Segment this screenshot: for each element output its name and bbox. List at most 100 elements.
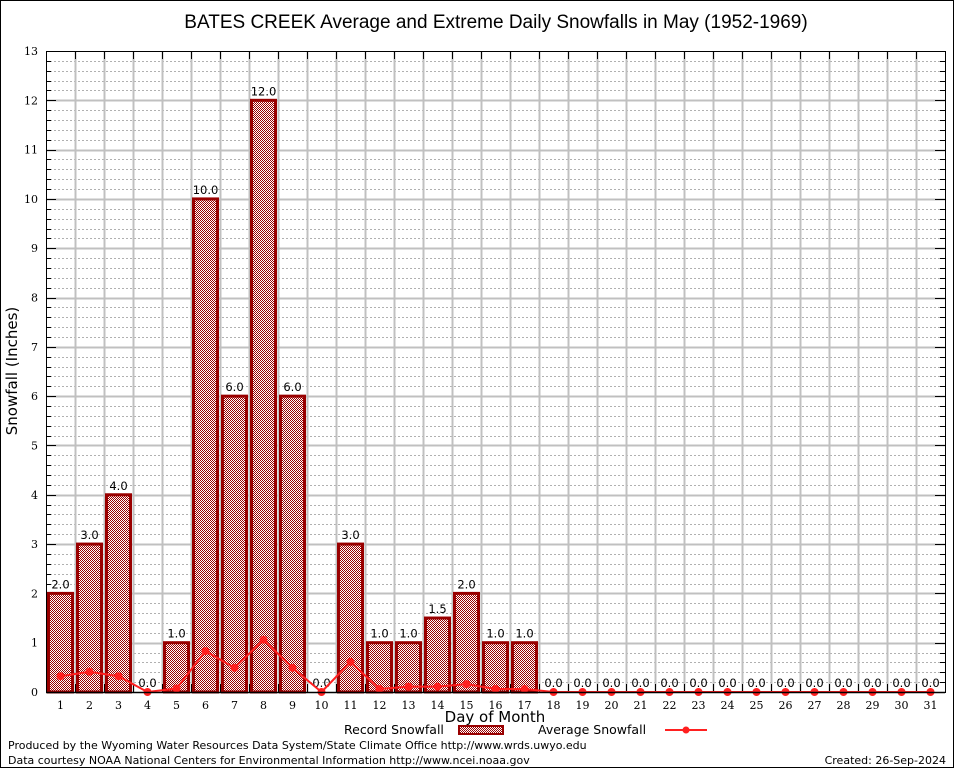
y-tick-label: 1 [31, 637, 38, 650]
x-tick-label: 15 [460, 699, 474, 712]
x-tick-label: 6 [202, 699, 209, 712]
legend-record-swatch [458, 725, 504, 735]
legend-average-label: Average Snowfall [538, 722, 646, 737]
bar-value-label: 0.0 [544, 676, 562, 690]
legend: Record Snowfall Average Snowfall [344, 722, 707, 737]
average-marker [85, 667, 94, 676]
average-marker [114, 672, 123, 681]
x-tick-label: 13 [402, 699, 416, 712]
x-tick-label: 5 [173, 699, 180, 712]
x-tick-label: 24 [721, 699, 735, 712]
footer-created-date: Created: 26-Sep-2024 [825, 754, 946, 767]
average-marker [172, 684, 181, 693]
legend-record-label: Record Snowfall [344, 722, 444, 737]
bar-value-label: 1.5 [428, 602, 446, 616]
bar-value-labels: 2.0 3.0 4.0 0.0 1.0 10.0 6.0 12.0 6.0 0.0 3.0 1.0 1.… [51, 84, 939, 690]
x-tick-label: 10 [315, 699, 329, 712]
bar-value-label: 3.0 [80, 528, 98, 542]
average-marker [201, 647, 210, 656]
y-tick-label: 10 [24, 193, 38, 206]
y-tick-label: 11 [24, 144, 38, 157]
bar-value-label: 1.0 [167, 627, 185, 641]
x-tick-label: 16 [489, 699, 503, 712]
grid [46, 51, 945, 692]
plot-border [46, 51, 946, 693]
bar-value-label: 0.0 [660, 676, 678, 690]
record-bar [250, 98, 277, 694]
bar-value-label: 6.0 [283, 380, 301, 394]
y-tick-label: 2 [31, 587, 38, 600]
bar-value-label: 0.0 [805, 676, 823, 690]
x-tick-label: 19 [576, 699, 590, 712]
x-tick-label: 25 [750, 699, 764, 712]
y-tick-label: 0 [31, 686, 38, 699]
bar-value-label: 0.0 [834, 676, 852, 690]
bar-value-label: 0.0 [776, 676, 794, 690]
bar-value-label: 0.0 [689, 676, 707, 690]
y-tick-label: 7 [31, 341, 38, 354]
bar-value-label: 1.0 [399, 627, 417, 641]
bar-value-label: 0.0 [602, 676, 620, 690]
average-marker [375, 685, 384, 694]
record-bar [424, 616, 451, 694]
x-tick-label: 12 [373, 699, 387, 712]
bar-value-label: 12.0 [251, 84, 277, 98]
record-bar [482, 641, 509, 694]
average-marker [56, 672, 65, 681]
footer-data-courtesy: Data courtesy NOAA National Centers for … [8, 754, 530, 767]
bar-value-label: 10.0 [193, 183, 219, 197]
y-axis-label: Snowfall (Inches) [3, 307, 21, 435]
x-tick-label: 14 [431, 699, 445, 712]
average-marker [288, 663, 297, 672]
y-tick-label: 9 [31, 242, 38, 255]
record-bar [279, 394, 306, 694]
record-bar [453, 591, 480, 694]
record-bar [105, 493, 132, 694]
x-tick-label: 9 [289, 699, 296, 712]
bar-value-label: 2.0 [51, 577, 69, 591]
bar-value-label: 1.0 [515, 627, 533, 641]
y-tick-label: 5 [31, 439, 38, 452]
average-marker [346, 657, 355, 666]
average-marker [433, 682, 442, 691]
bar-value-label: 0.0 [921, 676, 939, 690]
x-tick-label: 4 [144, 699, 151, 712]
record-bar [192, 197, 219, 694]
x-tick-label: 27 [808, 699, 822, 712]
x-tick-label: 2 [86, 699, 93, 712]
y-tick-label: 6 [31, 390, 38, 403]
y-tick-label: 8 [31, 292, 38, 305]
bar-value-label: 0.0 [138, 676, 156, 690]
bar-value-label: 0.0 [718, 676, 736, 690]
record-bar [221, 394, 248, 694]
x-tick-label: 3 [115, 699, 122, 712]
record-bar [366, 641, 393, 694]
bar-value-label: 6.0 [225, 380, 243, 394]
x-tick-label: 21 [634, 699, 648, 712]
average-marker [259, 635, 268, 644]
bar-value-label: 1.0 [370, 627, 388, 641]
x-tick-label: 1 [57, 699, 64, 712]
average-marker [520, 685, 529, 694]
y-tick-label: 12 [24, 94, 38, 107]
x-tick-label: 11 [344, 699, 358, 712]
record-bar [511, 641, 538, 694]
legend-average-marker [682, 726, 690, 734]
x-tick-label: 28 [837, 699, 851, 712]
bar-value-label: 0.0 [631, 676, 649, 690]
x-tick-label: 22 [663, 699, 677, 712]
bar-value-label: 0.0 [892, 676, 910, 690]
x-axis-ticks: 1 2 3 4 5 6 7 8 9 10 11 12 13 14 15 16 17 18 19 20 21 22 23 24 2… [57, 51, 938, 712]
bar-value-label: 0.0 [747, 676, 765, 690]
x-tick-label: 17 [518, 699, 532, 712]
average-marker [404, 682, 413, 691]
bar-value-label: 0.0 [573, 676, 591, 690]
bar-value-label: 2.0 [457, 577, 475, 591]
x-tick-label: 7 [231, 699, 238, 712]
chart-title: BATES CREEK Average and Extreme Daily Sn… [184, 12, 807, 33]
x-tick-label: 18 [547, 699, 561, 712]
x-tick-label: 26 [779, 699, 793, 712]
